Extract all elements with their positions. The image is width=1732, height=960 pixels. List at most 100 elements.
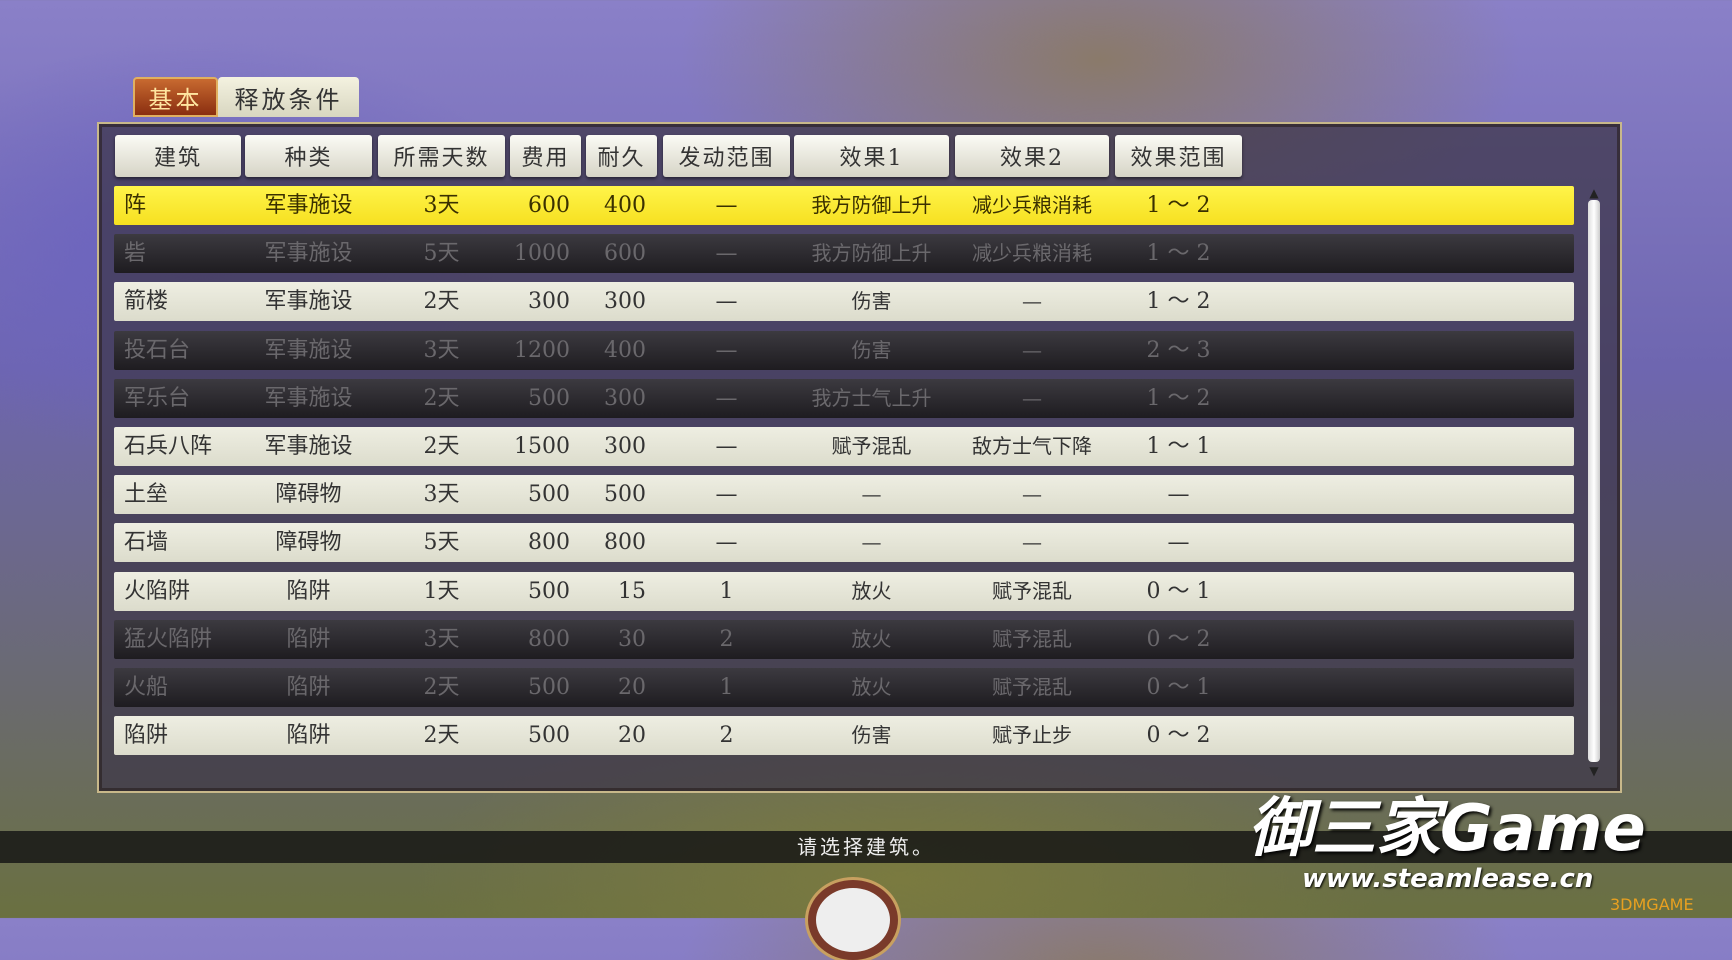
table-cell: 300 (604, 385, 646, 411)
table-row[interactable]: 石兵八阵 军事施设 2天 1500 300 — 赋予混乱 敌方士气下降 1 ～ 1 (114, 427, 1574, 466)
tab-release-conditions[interactable]: 释放条件 (218, 77, 359, 117)
table-cell: 军事施设 (264, 289, 353, 315)
table-cell: 5天 (423, 530, 460, 556)
table-cell: 伤害 (851, 289, 892, 314)
table-cell: 军事施设 (264, 385, 353, 411)
column-header[interactable]: 发动范围 (663, 135, 790, 177)
table-cell: 3天 (423, 482, 460, 508)
watermark-url: www.steamlease.cn (1302, 864, 1594, 894)
table-cell: — (715, 289, 738, 315)
table-cell: 阵 (124, 193, 147, 218)
table-cell: 30 (618, 626, 646, 652)
table-cell: 赋予混乱 (992, 626, 1072, 651)
table-cell: — (1022, 530, 1042, 555)
table-cell: 2 (719, 723, 734, 749)
table-cell: 1 (719, 578, 734, 604)
table-cell: 0 ～ 2 (1146, 626, 1211, 652)
table-cell: 500 (604, 482, 646, 508)
status-bar (0, 831, 1732, 863)
tab-basic[interactable]: 基本 (133, 77, 218, 117)
table-cell: 我方防御上升 (811, 241, 932, 266)
table-cell: 1000 (514, 241, 570, 267)
scroll-up-icon[interactable]: ▲ (1589, 186, 1599, 200)
table-cell: 陷阱 (286, 723, 331, 749)
table-cell: — (715, 193, 738, 218)
table-cell: 800 (528, 530, 570, 556)
table-cell: 赋予混乱 (831, 434, 912, 458)
table-row[interactable]: 箭楼 军事施设 2天 300 300 — 伤害 — 1 ～ 2 (114, 282, 1574, 322)
table-cell: 5天 (423, 241, 460, 267)
table-cell: 400 (604, 337, 646, 363)
table-cell: 20 (618, 723, 646, 749)
table-cell: 陷阱 (286, 675, 331, 700)
column-header[interactable]: 建筑 (115, 135, 241, 177)
table-cell: 伤害 (851, 723, 892, 748)
table-cell: 1 ～ 2 (1146, 385, 1211, 411)
table-cell: 箭楼 (124, 289, 169, 315)
table-cell: 300 (604, 434, 646, 459)
table-cell: 减少兵粮消耗 (972, 241, 1092, 266)
table-cell: 3天 (423, 193, 460, 218)
table-cell: 1 ～ 2 (1146, 241, 1211, 267)
watermark-logo: 御三家Game (1248, 792, 1646, 866)
table-cell: — (715, 241, 738, 267)
column-header[interactable]: 效果2 (955, 135, 1109, 177)
table-cell: 投石台 (124, 337, 191, 363)
table-row[interactable]: 阵 军事施设 3天 600 400 — 我方防御上升 减少兵粮消耗 1 ～ 2 (114, 186, 1574, 225)
table-cell: 1 ～ 2 (1146, 193, 1211, 218)
table-row[interactable]: 火陷阱 陷阱 1天 500 15 1 放火 赋予混乱 0 ～ 1 (114, 571, 1574, 611)
table-row[interactable]: 军乐台 军事施设 2天 500 300 — 我方士气上升 — 1 ～ 2 (114, 378, 1574, 418)
table-row[interactable]: 石墙 障碍物 5天 800 800 — — — — (114, 523, 1574, 563)
table-cell: 2天 (423, 434, 460, 459)
table-cell: 800 (528, 626, 570, 652)
table-cell: 火船 (124, 675, 169, 700)
table-cell: 2天 (423, 385, 460, 411)
column-header[interactable]: 种类 (245, 135, 372, 177)
table-cell: 1200 (514, 337, 570, 363)
table-cell: 1 (719, 675, 734, 700)
table-cell: 石墙 (124, 530, 169, 556)
table-cell: 600 (604, 241, 646, 267)
scroll-down-icon[interactable]: ▼ (1589, 764, 1599, 778)
table-row[interactable]: 猛火陷阱 陷阱 3天 800 30 2 放火 赋予混乱 0 ～ 2 (114, 619, 1574, 659)
table-cell: 砦 (124, 241, 147, 267)
column-header[interactable]: 费用 (510, 135, 581, 177)
table-cell: — (861, 530, 882, 555)
table-cell: 赋予混乱 (992, 578, 1072, 603)
table-cell: 障碍物 (275, 530, 342, 556)
table-cell: 军事施设 (264, 434, 353, 459)
table-cell: 500 (528, 723, 570, 749)
table-cell: 300 (604, 289, 646, 315)
table-cell: 我方士气上升 (811, 385, 932, 410)
table-row[interactable]: 火船 陷阱 2天 500 20 1 放火 赋予混乱 0 ～ 1 (114, 668, 1574, 707)
table-cell: 2天 (423, 289, 460, 315)
table-row[interactable]: 土垒 障碍物 3天 500 500 — — — — (114, 475, 1574, 515)
table-cell: 0 ～ 2 (1146, 723, 1211, 749)
table-cell: — (715, 482, 738, 508)
table-cell: 20 (618, 675, 646, 700)
table-cell: 火陷阱 (124, 578, 191, 604)
table-cell: 赋予止步 (992, 723, 1072, 748)
table-cell: 0 ～ 1 (1146, 578, 1211, 604)
table-cell: 放火 (851, 675, 892, 699)
table-row[interactable]: 陷阱 陷阱 2天 500 20 2 伤害 赋予止步 0 ～ 2 (114, 716, 1574, 756)
table-row[interactable]: 砦 军事施设 5天 1000 600 — 我方防御上升 减少兵粮消耗 1 ～ 2 (114, 234, 1574, 274)
table-cell: 800 (604, 530, 646, 556)
table-cell: — (861, 482, 882, 507)
table-cell: 300 (528, 289, 570, 315)
column-header[interactable]: 耐久 (586, 135, 657, 177)
table-cell: — (715, 385, 738, 411)
table-cell: 军乐台 (124, 385, 191, 411)
column-header[interactable]: 所需天数 (378, 135, 505, 177)
table-cell: 1 ～ 2 (1146, 289, 1211, 315)
table-row[interactable]: 投石台 军事施设 3天 1200 400 — 伤害 — 2 ～ 3 (114, 330, 1574, 370)
table-cell: 赋予混乱 (992, 675, 1072, 699)
table-cell: 放火 (851, 578, 892, 603)
scrollbar[interactable] (1588, 200, 1600, 762)
table-cell: 石兵八阵 (124, 434, 213, 459)
table-cell: 3天 (423, 337, 460, 363)
column-header[interactable]: 效果1 (794, 135, 949, 177)
column-header[interactable]: 效果范围 (1115, 135, 1242, 177)
table-cell: 0 ～ 1 (1146, 675, 1211, 700)
table-cell: — (1167, 482, 1190, 508)
